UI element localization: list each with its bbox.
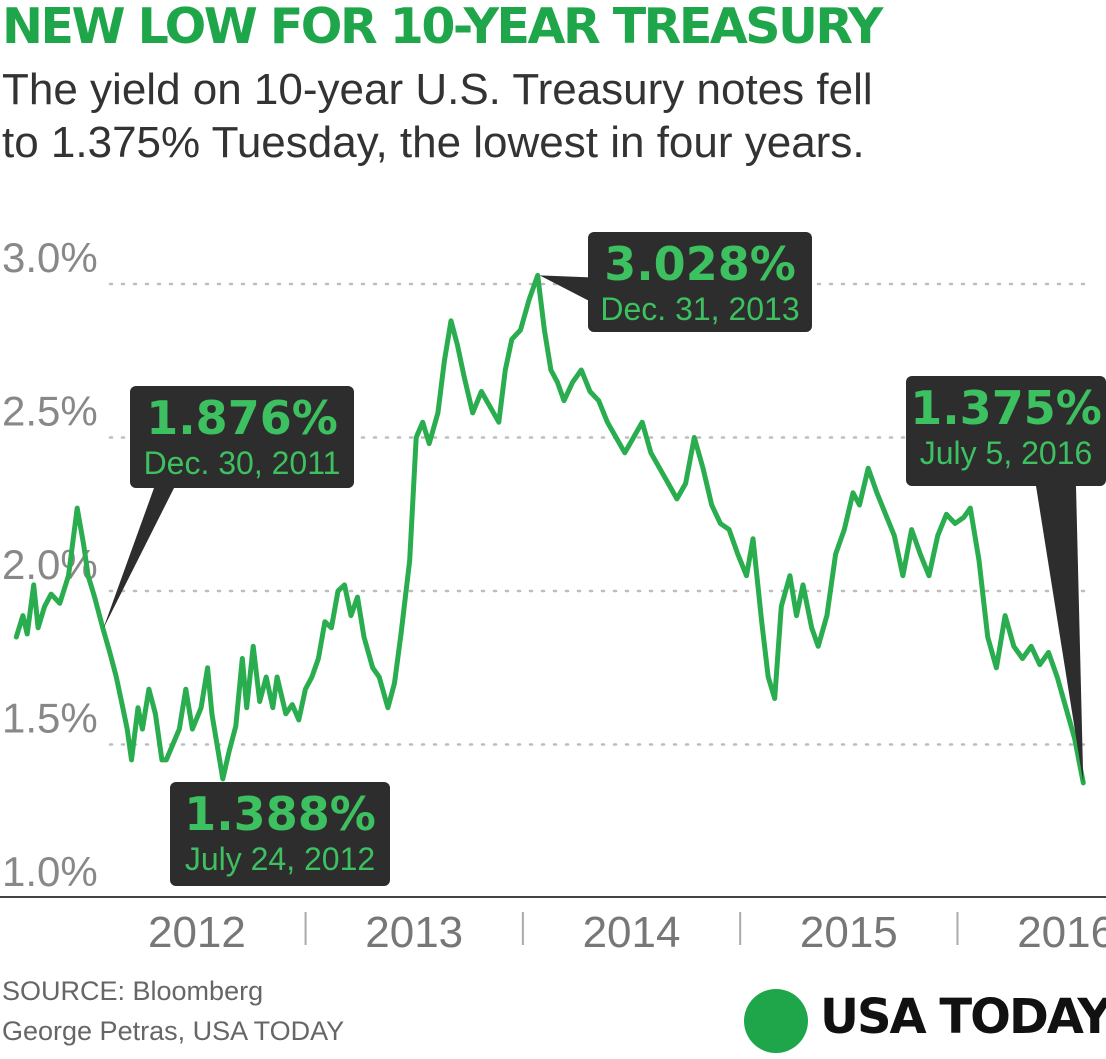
usa-today-logo-text: USA TODAY xyxy=(820,989,1106,1045)
annotation-callout: 3.028%Dec. 31, 2013 xyxy=(539,232,812,332)
usa-today-logo-dot xyxy=(744,989,808,1053)
callout-box xyxy=(588,232,812,332)
x-tick-label: 2013 xyxy=(365,908,463,957)
x-tick-label: 2014 xyxy=(583,908,681,957)
series-line-0 xyxy=(13,272,1086,786)
callout-date: Dec. 31, 2013 xyxy=(600,291,799,327)
callout-value: 1.375% xyxy=(910,381,1102,435)
callout-date: July 5, 2016 xyxy=(920,435,1093,471)
callout-value: 3.028% xyxy=(604,237,796,291)
chart-title: NEW LOW FOR 10-YEAR TREASURY xyxy=(2,0,883,55)
x-tick-label: 2016 xyxy=(1017,908,1106,957)
y-tick-label: 2.5% xyxy=(2,388,98,435)
annotation-callout: 1.388%July 24, 2012 xyxy=(170,782,390,886)
credit-text: George Petras, USA TODAY xyxy=(2,1016,345,1046)
callout-box xyxy=(170,782,390,886)
y-axis-ticks: 3.0%2.5%2.0%1.5%1.0% xyxy=(2,234,98,895)
annotation-callout: 1.375%July 5, 2016 xyxy=(906,376,1106,783)
y-tick-label: 1.0% xyxy=(2,848,98,895)
x-tick-label: 2015 xyxy=(800,908,898,957)
callout-value: 1.388% xyxy=(184,787,376,841)
callout-date: Dec. 30, 2011 xyxy=(144,445,341,481)
callout-box xyxy=(906,376,1106,486)
callout-value: 1.876% xyxy=(146,391,338,445)
source-text: SOURCE: Bloomberg xyxy=(2,976,264,1006)
callout-pointer xyxy=(1036,486,1084,783)
callout-box xyxy=(130,386,354,488)
annotations: 1.876%Dec. 30, 2011 1.388%July 24, 2012 3.… xyxy=(103,232,1106,886)
subtitle-line-2: to 1.375% Tuesday, the lowest in four ye… xyxy=(2,118,865,167)
chart-subtitle: The yield on 10-year U.S. Treasury notes… xyxy=(2,63,1092,169)
x-axis-labels: 2012 2013 2014 2015 2016 xyxy=(148,908,1106,957)
subtitle-line-1: The yield on 10-year U.S. Treasury notes… xyxy=(2,65,873,114)
annotation-callout: 1.876%Dec. 30, 2011 xyxy=(103,386,354,630)
y-tick-label: 1.5% xyxy=(2,695,98,742)
callout-pointer xyxy=(103,488,174,630)
y-tick-label: 3.0% xyxy=(2,234,98,281)
series-layer xyxy=(13,272,1086,786)
x-tick-label: 2012 xyxy=(148,908,246,957)
callout-date: July 24, 2012 xyxy=(185,841,375,877)
callout-pointer xyxy=(539,275,590,302)
